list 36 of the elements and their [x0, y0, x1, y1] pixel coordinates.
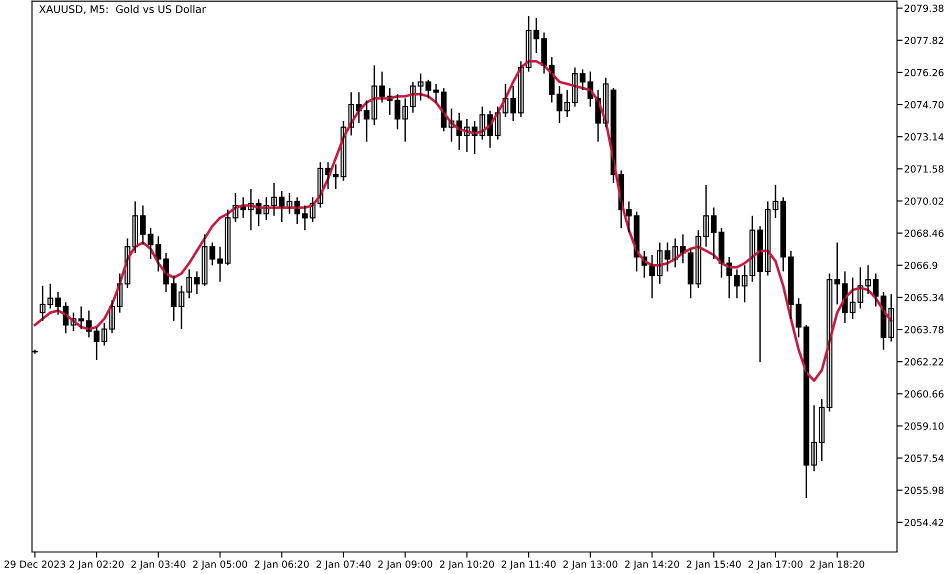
- x-tick-label: 2 Jan 02:20: [70, 560, 124, 570]
- y-tick-label: 2054.42: [904, 518, 944, 526]
- x-tick-label: 2 Jan 17:00: [748, 560, 803, 570]
- y-tick-label: 2063.78: [904, 326, 944, 334]
- y-tick-label: 2070.02: [904, 197, 944, 205]
- x-tick-label: 2 Jan 11:40: [502, 560, 556, 570]
- candlestick: [271, 182, 277, 216]
- x-tick-label: 2 Jan 06:20: [254, 560, 309, 570]
- candlestick: [433, 83, 439, 104]
- x-tick-label: 2 Jan 15:40: [686, 560, 741, 570]
- x-tick-label: 2 Jan 13:00: [563, 560, 618, 570]
- y-tick-label: 2065.34: [904, 294, 944, 302]
- chart-title: XAUUSD, M5: Gold vs US Dollar: [39, 5, 206, 14]
- candlestick: [55, 291, 61, 316]
- candlestick: [556, 85, 562, 124]
- y-tick-label: 2071.58: [904, 165, 944, 173]
- x-tick-label: 2 Jan 05:00: [193, 560, 248, 570]
- y-tick-label: 2079.38: [904, 4, 944, 12]
- x-tick-label: 2 Jan 03:40: [131, 560, 186, 570]
- y-tick-label: 2062.22: [904, 358, 944, 366]
- x-tick-label: 29 Dec 2023: [4, 560, 66, 568]
- y-tick-label: 2057.54: [904, 454, 944, 462]
- x-tick-label: 2 Jan 07:40: [316, 560, 371, 570]
- y-tick-label: 2066.9: [904, 262, 938, 270]
- x-tick-label: 2 Jan 18:20: [810, 560, 864, 570]
- x-tick-label: 2 Jan 09:00: [378, 560, 432, 570]
- y-tick-label: 2060.66: [904, 390, 944, 398]
- y-tick-label: 2074.70: [904, 101, 944, 108]
- y-tick-label: 2073.14: [904, 133, 944, 141]
- y-tick-label: 2068.46: [904, 230, 944, 237]
- y-tick-label: 2077.82: [904, 36, 944, 44]
- y-tick-label: 2059.10: [904, 422, 944, 430]
- y-tick-label: 2055.98: [904, 486, 944, 494]
- x-tick-label: 2 Jan 10:20: [440, 560, 494, 570]
- y-tick-label: 2076.26: [904, 68, 944, 76]
- x-tick-label: 2 Jan 14:20: [625, 560, 680, 570]
